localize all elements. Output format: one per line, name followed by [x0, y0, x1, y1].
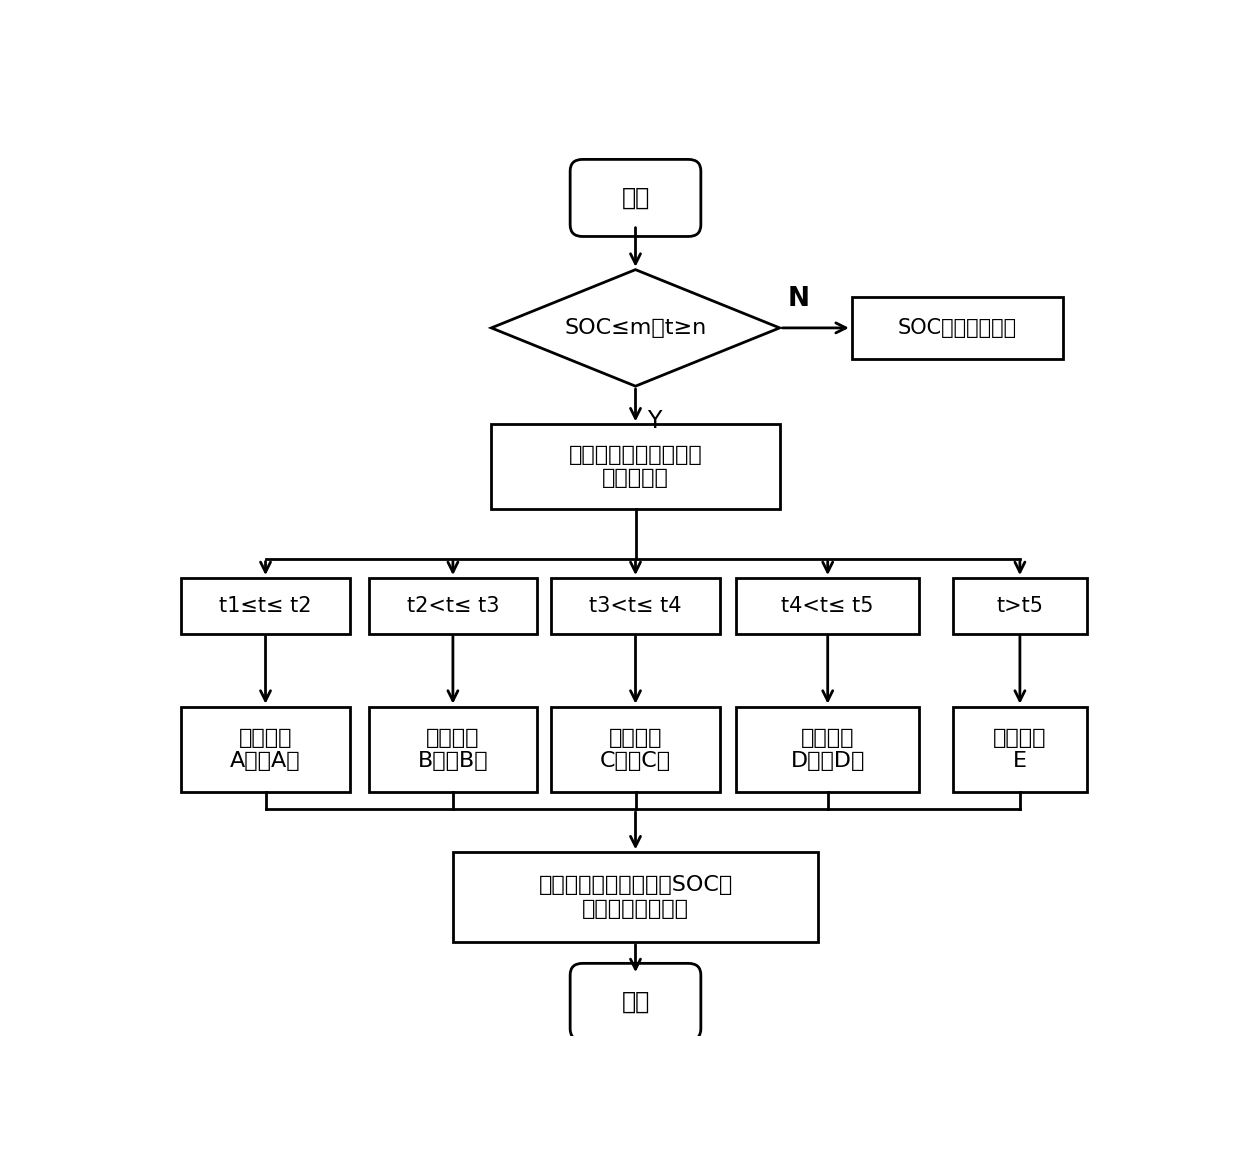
Text: 开始: 开始 — [621, 186, 650, 210]
Text: 查询曲线
B充或B放: 查询曲线 B充或B放 — [418, 728, 489, 771]
Text: t4<t≤ t5: t4<t≤ t5 — [781, 596, 874, 616]
FancyBboxPatch shape — [570, 159, 701, 236]
Bar — [852, 297, 1063, 360]
Text: 结束: 结束 — [621, 989, 650, 1014]
FancyBboxPatch shape — [570, 964, 701, 1041]
Text: 电池静置前的状态是充
电还是放电: 电池静置前的状态是充 电还是放电 — [569, 445, 702, 489]
Bar — [737, 579, 919, 633]
Text: Y: Y — [647, 409, 661, 433]
Polygon shape — [491, 270, 780, 386]
Text: 查询曲线
D充或D放: 查询曲线 D充或D放 — [791, 728, 864, 771]
Bar — [952, 707, 1087, 792]
Text: 查询曲线
A充或A放: 查询曲线 A充或A放 — [231, 728, 301, 771]
Bar — [952, 579, 1087, 633]
Text: 查询曲线
E: 查询曲线 E — [993, 728, 1047, 771]
Text: 根据对应曲线查表校正SOC，
作为当前积分初値: 根据对应曲线查表校正SOC， 作为当前积分初値 — [538, 875, 733, 918]
Bar — [368, 579, 537, 633]
Bar — [552, 579, 719, 633]
Text: N: N — [787, 286, 810, 312]
Bar — [181, 579, 350, 633]
Bar — [737, 707, 919, 792]
Bar — [368, 707, 537, 792]
Bar — [552, 707, 719, 792]
Text: t2<t≤ t3: t2<t≤ t3 — [407, 596, 500, 616]
Text: SOC积分初値不变: SOC积分初値不变 — [898, 318, 1017, 338]
Text: 查询曲线
C充或C放: 查询曲线 C充或C放 — [600, 728, 671, 771]
Text: t1≤t≤ t2: t1≤t≤ t2 — [219, 596, 311, 616]
Text: t3<t≤ t4: t3<t≤ t4 — [589, 596, 682, 616]
Text: t>t5: t>t5 — [997, 596, 1043, 616]
Text: SOC≤m且t≥n: SOC≤m且t≥n — [564, 318, 707, 338]
Bar — [181, 707, 350, 792]
Bar — [491, 424, 780, 510]
Bar — [453, 852, 818, 942]
